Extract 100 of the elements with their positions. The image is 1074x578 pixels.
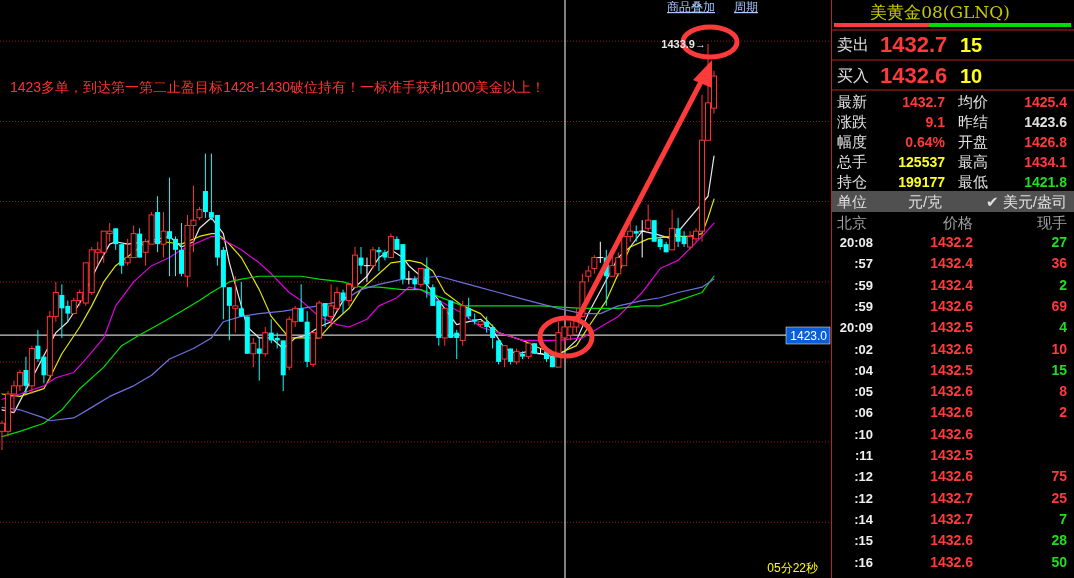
candlestick [496,339,502,365]
text: 1425.4 [1024,94,1068,110]
text: 1432.6 [930,340,974,357]
text: 1432.6 [930,468,974,485]
data-label: 2 [1059,404,1068,421]
text: 1432.6 [930,532,974,549]
category-label: :14 [854,511,874,527]
text: 1432.6 [930,297,974,314]
text: 1432.5 [930,361,974,378]
candlestick [238,281,244,317]
candlestick [369,246,376,270]
category-label: :12 [854,490,873,506]
text: 10 [960,65,983,87]
text: 涨跌 [837,113,867,130]
text: 最高 [958,153,988,170]
data-label: 50 [1051,553,1068,570]
candlestick [167,177,173,277]
text: 现手 [1037,214,1067,231]
text: 1432.7 [930,489,974,506]
category-label: :06 [854,405,873,421]
text: 1432.5 [930,319,974,336]
data-label: 25 [1051,489,1068,506]
text: 1421.8 [1024,174,1068,190]
text: 昨结 [958,113,988,130]
text: 最新 [837,93,867,110]
text: 1432.6 [930,425,974,442]
category-label: :15 [854,533,873,549]
candlestick [501,345,508,368]
candlestick [638,219,646,259]
text: 周期 [734,0,758,14]
data-label: 15 [1051,361,1068,378]
text: 1432.6 [930,404,974,421]
data-label: 28 [1051,532,1068,549]
candlestick [405,270,413,285]
text: 1432.4 [930,276,974,293]
candlestick [173,235,179,277]
category-label: :16 [854,554,873,570]
data-label: 36 [1051,255,1068,272]
text: 商品叠加 [667,0,715,14]
candlestick [232,275,239,334]
text: 1434.1 [1024,154,1068,170]
text: 199177 [898,174,946,190]
candlestick [417,268,424,288]
text: 价格 [942,214,973,231]
candlestick [113,227,119,251]
text: 1432.6 [930,383,974,400]
candlestick [119,243,125,275]
text: 幅度 [837,133,867,150]
category-label: :11 [854,448,873,463]
candlestick [424,257,430,299]
candlestick [160,211,167,259]
data-label: 7 [1059,510,1068,527]
data-label: 69 [1051,297,1068,314]
text: 1432.6 [880,63,948,88]
candlestick [387,233,394,259]
text: 05分22秒 [767,561,818,575]
candlestick [226,286,232,341]
text: 1432.6 [930,553,974,570]
candlestick [645,203,652,232]
category-label: :05 [854,384,873,400]
text: 1432.7 [930,510,974,527]
candlestick [363,257,371,283]
category-label: :59 [854,277,873,293]
text: 1423.0 [790,329,828,343]
text: 1432.2 [930,234,974,250]
category-label: 20:09 [839,320,873,336]
text: 1426.8 [1024,134,1068,150]
category-label: :57 [854,256,873,272]
text: 1432.7 [880,32,948,57]
category-label: :10 [854,426,873,442]
data-label: 27 [1051,234,1068,250]
data-label: 8 [1059,383,1068,400]
category-label: :02 [854,341,873,357]
text: 卖出 [837,36,869,53]
data-label: 10 [1051,340,1068,357]
text: 美黄金08(GLNQ) [870,2,1010,22]
text: 开盘 [958,133,988,150]
category-label: :12 [854,469,873,485]
candlestick [596,241,604,264]
candlestick [298,283,304,323]
text: 持仓 [837,173,867,190]
text: 总手 [836,153,867,170]
candlestick [137,227,143,259]
candlestick [466,297,472,320]
text: 最低 [958,173,988,190]
category-label: :04 [854,362,874,378]
text: 1423.6 [1024,114,1068,130]
text: 15 [960,34,983,56]
category-label: :59 [854,298,873,314]
text: ✔ 美元/盎司 [986,193,1067,210]
candlestick [669,209,676,251]
data-label: 4 [1059,319,1068,336]
candlestick [250,337,257,368]
data-label: 2 [1059,276,1068,293]
candlestick [179,222,184,277]
text: 1432.4 [930,255,974,272]
text: 1432.7 [902,94,946,110]
candlestick [358,246,364,275]
text: 均价 [957,93,988,110]
text: 9.1 [925,114,946,130]
